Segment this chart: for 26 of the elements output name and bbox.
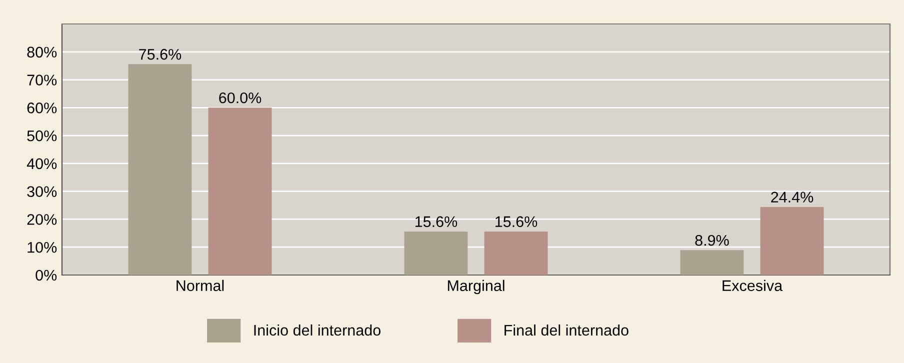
bar <box>404 231 468 275</box>
legend-label: Inicio del internado <box>254 324 380 336</box>
bar <box>208 108 272 275</box>
bar <box>680 250 744 275</box>
data-label: 75.6% <box>139 48 182 60</box>
y-tick-label: 20% <box>27 214 57 225</box>
y-tick-label: 50% <box>27 130 57 142</box>
data-label: 15.6% <box>496 216 538 228</box>
bar <box>484 231 548 275</box>
y-tick-label: 60% <box>27 102 57 114</box>
y-tick-label: 0% <box>36 270 57 281</box>
y-tick-label: 80% <box>27 46 57 58</box>
y-tick-label: 10% <box>28 242 57 253</box>
x-tick-label: Normal <box>176 280 224 292</box>
x-tick-label: Excesiva <box>722 280 783 292</box>
x-tick-label: Marginal <box>448 280 504 294</box>
bar <box>128 64 192 275</box>
data-label: 60.0% <box>219 92 262 104</box>
y-tick-label: 70% <box>27 74 57 86</box>
data-label: 15.6% <box>415 216 458 228</box>
bar <box>760 206 824 275</box>
data-label: 24.4% <box>771 192 814 202</box>
data-label: 8.9% <box>695 234 729 246</box>
y-tick-label: 40% <box>26 158 57 170</box>
legend-label: Final del internado <box>504 324 628 336</box>
y-tick-label: 30% <box>27 186 57 198</box>
